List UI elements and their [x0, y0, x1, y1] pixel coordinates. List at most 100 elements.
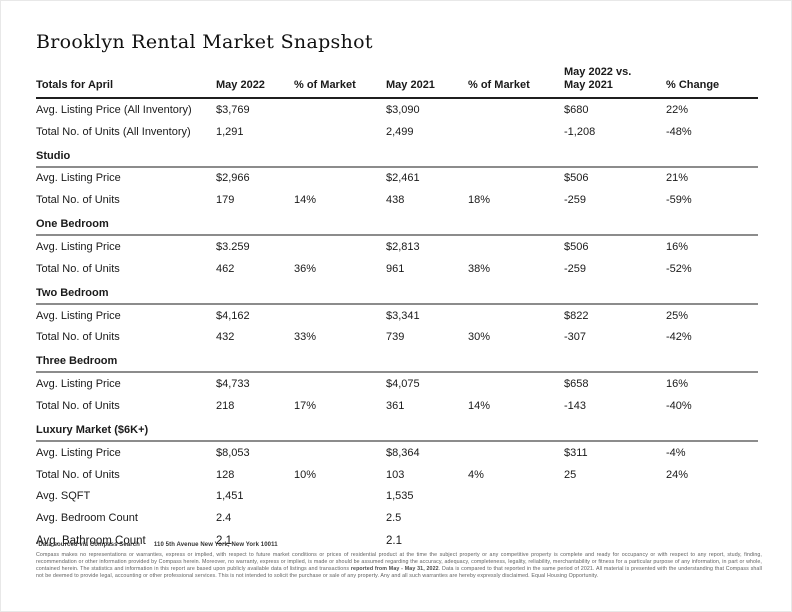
- company-address: 110 5th Avenue New York, New York 10011: [153, 542, 278, 548]
- row-label: Avg. Listing Price: [36, 309, 121, 322]
- row-label: Avg. Listing Price: [36, 378, 121, 391]
- column-header-pct-change: % Change: [666, 79, 720, 91]
- report-content: Brooklyn Rental Market Snapshot Totals f…: [36, 31, 758, 552]
- cell-value: 2.5: [386, 512, 402, 525]
- table-row: Avg. Bedroom Count 2.4 2.5: [36, 507, 758, 529]
- cell-value: $311: [564, 446, 588, 459]
- row-label: Avg. Listing Price (All Inventory): [36, 103, 192, 116]
- cell-value: 10%: [294, 468, 317, 481]
- cell-value: $2,966: [216, 172, 250, 185]
- market-table: Totals for April May 2022 % of Market Ma…: [36, 66, 758, 552]
- cell-value: 128: [216, 468, 235, 481]
- row-label: Total No. of Units: [36, 262, 120, 275]
- cell-value: $658: [564, 378, 589, 391]
- cell-value: $3,090: [386, 103, 420, 116]
- cell-value: -1,208: [564, 125, 596, 138]
- section-heading-label: Three Bedroom: [36, 355, 118, 368]
- row-label: Total No. of Units: [36, 468, 120, 481]
- row-label: Total No. of Units: [36, 331, 120, 344]
- row-label: Total No. of Units: [36, 400, 120, 413]
- cell-value: 36%: [294, 262, 317, 275]
- cell-value: 14%: [468, 400, 491, 413]
- table-row: Avg. Listing Price $3.259 $2,813 $506 16%: [36, 236, 758, 258]
- cell-value: $680: [564, 103, 589, 116]
- cell-value: -40%: [666, 400, 692, 413]
- column-header-comparison-line1: May 2022 vs.: [564, 66, 632, 78]
- table-row: Total No. of Units 128 10% 103 4% 25 24%: [36, 464, 758, 486]
- disclaimer-report-period: reported from May - May 31, 2022: [350, 566, 439, 572]
- cell-value: 438: [386, 194, 405, 207]
- cell-value: 961: [386, 262, 405, 275]
- section-heading: Two Bedroom: [36, 282, 758, 305]
- cell-value: -4%: [666, 446, 686, 459]
- table-row: Total No. of Units 179 14% 438 18% -259 -59%: [36, 189, 758, 211]
- cell-value: $8,053: [216, 446, 250, 459]
- cell-value: -52%: [666, 262, 692, 275]
- cell-value: -42%: [666, 331, 692, 344]
- table-row: Total No. of Units 462 36% 961 38% -259 -52%: [36, 258, 758, 280]
- cell-value: 2.1: [386, 534, 402, 547]
- cell-value: 2.4: [216, 512, 232, 525]
- cell-value: 22%: [666, 103, 689, 116]
- cell-value: 16%: [666, 378, 689, 391]
- row-label: Avg. SQFT: [36, 490, 91, 503]
- cell-value: -259: [564, 194, 587, 207]
- cell-value: 18%: [468, 194, 491, 207]
- cell-value: 17%: [294, 400, 317, 413]
- cell-value: 2,499: [386, 125, 414, 138]
- row-label: Avg. Bathroom Count: [36, 534, 146, 547]
- table-row: Total No. of Units 218 17% 361 14% -143 -40%: [36, 395, 758, 417]
- cell-value: $4,075: [386, 378, 420, 391]
- market-table-body: Avg. Listing Price (All Inventory) $3,769…: [36, 99, 758, 552]
- table-row: Total No. of Units (All Inventory) 1,291 2…: [36, 121, 758, 143]
- row-label: Total No. of Units (All Inventory): [36, 125, 191, 138]
- column-header-may-2022: May 2022: [216, 79, 265, 91]
- cell-value: $3.259: [216, 241, 250, 254]
- cell-value: 1,451: [216, 490, 244, 503]
- cell-value: 361: [386, 400, 405, 413]
- cell-value: 33%: [294, 331, 317, 344]
- cell-value: 103: [386, 468, 405, 481]
- cell-value: 462: [216, 262, 235, 275]
- table-row: Avg. SQFT 1,451 1,535: [36, 486, 758, 508]
- cell-value: 1,535: [386, 490, 414, 503]
- cell-value: 432: [216, 331, 235, 344]
- cell-value: $2,813: [386, 241, 420, 254]
- cell-value: $506: [564, 172, 589, 185]
- table-row: Avg. Listing Price $2,966 $2,461 $506 21%: [36, 168, 758, 190]
- disclaimer-text: Compass makes no representations or warr…: [36, 552, 762, 580]
- row-label: Avg. Listing Price: [36, 241, 121, 254]
- column-header-comparison-line2: May 2021: [564, 79, 613, 91]
- column-header-pct-market-2021: % of Market: [468, 79, 530, 91]
- cell-value: 21%: [666, 172, 689, 185]
- cell-value: $822: [564, 309, 589, 322]
- column-header-may-2021: May 2021: [386, 79, 435, 91]
- section-heading-label: Two Bedroom: [36, 286, 109, 299]
- source-line: *Data sourced via Compass Search 110 5th …: [36, 542, 762, 548]
- section-heading-label: Studio: [36, 149, 71, 162]
- column-header-totals: Totals for April: [36, 79, 113, 91]
- cell-value: 16%: [666, 241, 689, 254]
- cell-value: 1,291: [216, 125, 244, 138]
- table-row: Avg. Listing Price (All Inventory) $3,769…: [36, 99, 758, 121]
- disclaimer-part-2: . Data is compared to that reported in t…: [36, 566, 763, 579]
- cell-value: $4,733: [216, 378, 250, 391]
- cell-value: 739: [386, 331, 405, 344]
- page-title: Brooklyn Rental Market Snapshot: [36, 31, 373, 53]
- cell-value: -259: [564, 262, 587, 275]
- disclaimer-part-1: Compass makes no representations or warr…: [36, 552, 762, 572]
- cell-value: 24%: [666, 468, 689, 481]
- section-heading: Studio: [36, 145, 758, 168]
- section-heading-label: Luxury Market ($6K+): [36, 423, 149, 436]
- column-header-pct-market-2022: % of Market: [294, 79, 356, 91]
- cell-value: -59%: [666, 194, 692, 207]
- cell-value: $4,162: [216, 309, 250, 322]
- cell-value: 2.1: [216, 534, 232, 547]
- cell-value: -48%: [666, 125, 692, 138]
- section-heading: One Bedroom: [36, 213, 758, 237]
- cell-value: 30%: [468, 331, 491, 344]
- table-header-row: Totals for April May 2022 % of Market Ma…: [36, 66, 758, 99]
- footer: *Data sourced via Compass Search 110 5th …: [36, 542, 762, 580]
- cell-value: $506: [564, 241, 589, 254]
